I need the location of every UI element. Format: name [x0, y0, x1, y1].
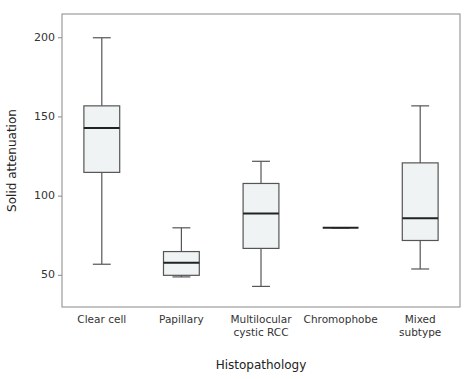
- x-tick-label: Clear cell: [77, 313, 126, 325]
- y-axis-label: Solid attenuation: [5, 109, 19, 212]
- chart: 50 100 150 200 Clear cell Papillary Multilocul…: [0, 0, 474, 379]
- box-group: [323, 227, 359, 228]
- y-tick: [58, 37, 62, 38]
- box-group: [163, 228, 199, 277]
- upper-cap: [172, 227, 190, 228]
- upper-cap: [93, 37, 111, 38]
- x-tick-label: Chromophobe: [304, 313, 378, 325]
- x-tick-label: Mixedsubtype: [399, 313, 441, 338]
- box: [402, 163, 438, 241]
- lower-whisker: [260, 248, 261, 286]
- box: [163, 252, 199, 276]
- y-tick-label: 200: [34, 31, 55, 44]
- lower-whisker: [101, 172, 102, 264]
- y-tick: [58, 196, 62, 197]
- median: [243, 213, 279, 215]
- median: [323, 227, 359, 229]
- lower-whisker: [420, 240, 421, 269]
- box: [243, 183, 279, 248]
- y-tick-label: 100: [34, 189, 55, 202]
- upper-whisker: [260, 161, 261, 183]
- upper-cap: [252, 161, 270, 162]
- plot-frame: [62, 14, 460, 307]
- median: [163, 262, 199, 264]
- y-tick: [58, 275, 62, 276]
- median: [402, 217, 438, 219]
- lower-cap: [411, 268, 429, 269]
- x-tick-label: Multilocularcystic RCC: [230, 313, 292, 338]
- lower-cap: [252, 286, 270, 287]
- box-group: [243, 161, 279, 286]
- box-group: [402, 106, 438, 269]
- upper-whisker: [181, 228, 182, 252]
- box-group: [84, 38, 120, 264]
- lower-cap: [93, 264, 111, 265]
- x-axis-label: Histopathology: [216, 358, 307, 372]
- boxes: [84, 38, 438, 287]
- y-tick-label: 50: [41, 268, 55, 281]
- upper-cap: [411, 105, 429, 106]
- upper-whisker: [420, 106, 421, 163]
- y-tick-label: 150: [34, 110, 55, 123]
- median: [84, 127, 120, 129]
- box: [84, 106, 120, 173]
- lower-cap: [172, 276, 190, 277]
- x-tick-label: Papillary: [159, 313, 204, 325]
- box: [323, 227, 359, 228]
- upper-whisker: [101, 38, 102, 106]
- y-tick: [58, 116, 62, 117]
